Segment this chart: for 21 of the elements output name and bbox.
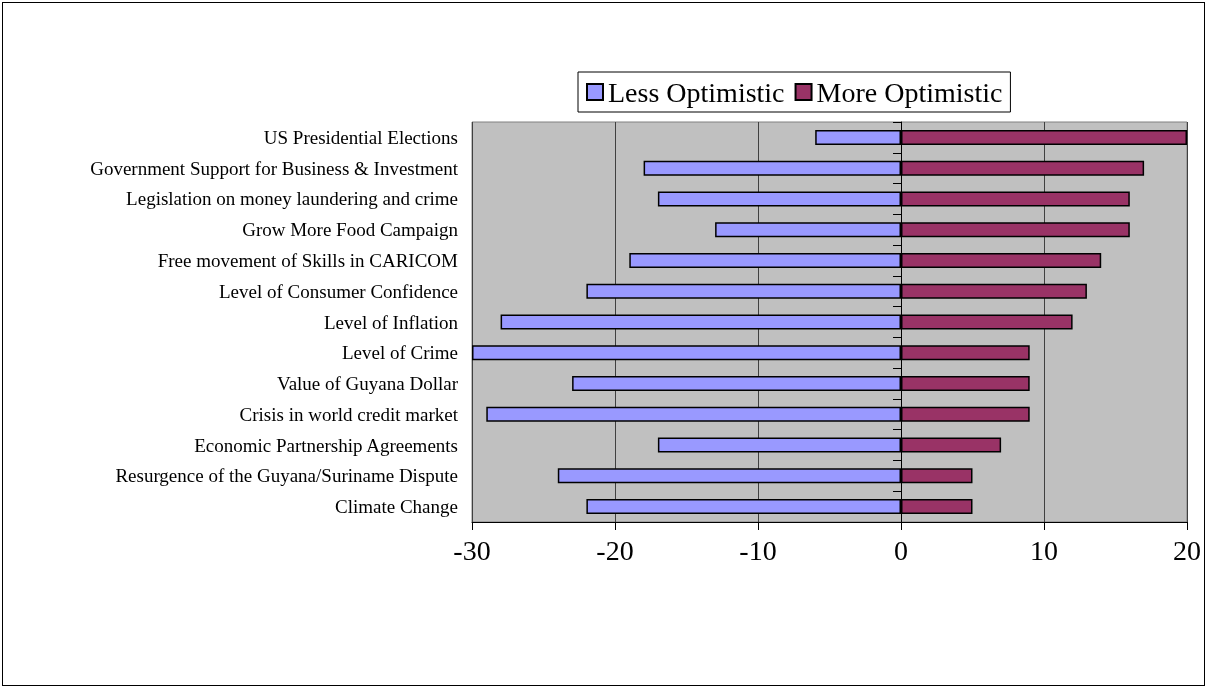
y-tick-label: US Presidential Elections (263, 126, 458, 148)
x-tick-label: 10 (1030, 534, 1058, 566)
y-tick-label: Value of Guyana Dollar (277, 373, 459, 395)
legend-label: More Optimistic (816, 76, 1003, 108)
y-tick-label: Government Support for Business & Investment (90, 157, 459, 179)
y-tick-label: Grow More Food Campaign (242, 219, 459, 241)
y-tick-label: Level of Inflation (323, 311, 459, 333)
y-tick-label: Free movement of Skills in CARICOM (157, 249, 459, 271)
legend-label: Less Optimistic (608, 76, 785, 108)
x-tick-label: -20 (596, 534, 634, 566)
y-tick-label: Crisis in world credit market (239, 403, 459, 425)
y-tick-label: Resurgence of the Guyana/Suriname Dispute (115, 465, 458, 487)
y-tick-label: Legislation on money laundering and crime (126, 188, 458, 210)
y-tick-label: Economic Partnership Agreements (194, 434, 458, 456)
x-tick-label: 20 (1173, 534, 1201, 566)
y-tick-label: Climate Change (335, 496, 458, 518)
x-tick-label: 0 (894, 534, 908, 566)
x-tick-label: -30 (453, 534, 491, 566)
x-tick-label: -10 (739, 534, 777, 566)
y-tick-label: Level of Consumer Confidence (218, 280, 458, 302)
y-tick-label: Level of Crime (341, 342, 458, 364)
